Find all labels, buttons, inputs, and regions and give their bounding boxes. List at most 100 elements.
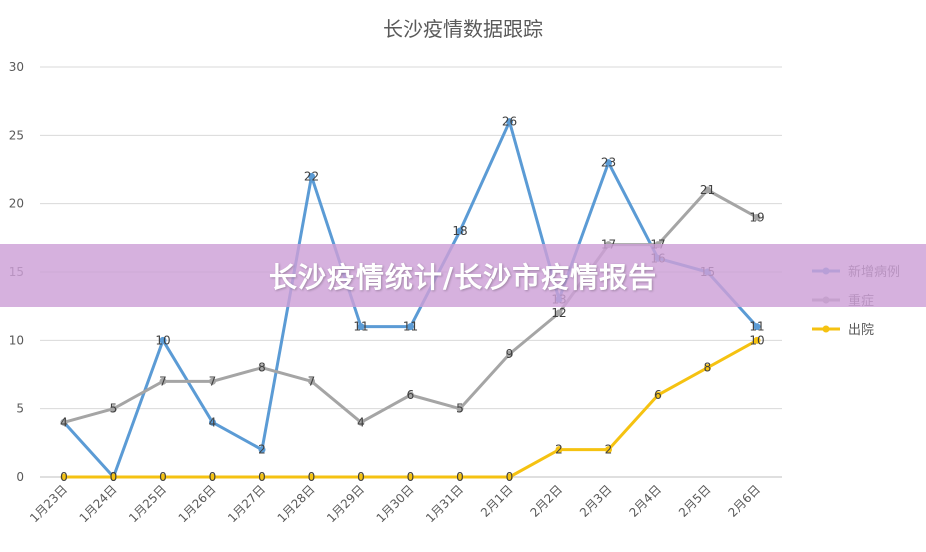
- data-label: 8: [258, 361, 266, 375]
- data-point: [110, 405, 117, 413]
- series-lines: 4010422211111826132316151145778746591217…: [60, 115, 764, 484]
- data-label: 7: [308, 374, 316, 388]
- data-label: 19: [749, 210, 764, 224]
- data-point: [506, 118, 513, 126]
- x-tick-label: 1月23日: [27, 482, 70, 525]
- x-tick-label: 2月4日: [626, 482, 664, 520]
- data-point: [753, 336, 761, 344]
- data-label: 0: [357, 470, 365, 484]
- data-label: 0: [209, 470, 217, 484]
- data-label: 4: [357, 415, 365, 429]
- data-label: 6: [407, 388, 415, 402]
- x-tick-label: 1月29日: [324, 482, 367, 525]
- data-point: [357, 473, 365, 481]
- data-point: [308, 172, 315, 180]
- data-label: 0: [506, 470, 514, 484]
- data-point: [258, 364, 266, 372]
- data-label: 0: [60, 470, 68, 484]
- x-tick-label: 2月5日: [676, 482, 714, 520]
- x-axis-ticks: 1月23日 1月24日 1月25日 1月26日 1月27日 1月28日 1月29日 1月30日…: [27, 482, 763, 525]
- data-label: 8: [704, 361, 712, 375]
- data-label: 6: [654, 388, 662, 402]
- overlay-banner: 长沙疫情统计/长沙市疫情报告: [0, 244, 926, 307]
- x-tick-label: 1月31日: [423, 482, 466, 525]
- data-label: 7: [209, 374, 217, 388]
- x-tick-label: 2月2日: [527, 482, 565, 520]
- data-label: 5: [110, 402, 118, 416]
- data-point: [110, 473, 117, 481]
- data-label: 0: [407, 470, 415, 484]
- y-tick-label: 30: [9, 60, 24, 74]
- data-label: 7: [159, 374, 167, 388]
- data-point: [407, 473, 414, 481]
- data-point: [159, 336, 167, 344]
- data-label: 0: [456, 470, 464, 484]
- data-point: [60, 473, 68, 481]
- data-point: [258, 473, 266, 481]
- data-label: 0: [159, 470, 167, 484]
- data-point: [308, 377, 315, 385]
- data-label: 11: [403, 320, 418, 334]
- banner-text: 长沙疫情统计/长沙市疫情报告: [268, 260, 658, 294]
- data-point: [209, 473, 216, 481]
- y-tick-label: 10: [9, 333, 24, 347]
- data-point: [753, 323, 761, 331]
- data-point: [209, 418, 216, 426]
- data-label: 4: [60, 415, 68, 429]
- data-point: [308, 473, 315, 481]
- data-label: 11: [353, 320, 368, 334]
- data-label: 12: [551, 306, 566, 320]
- x-tick-label: 2月3日: [577, 482, 615, 520]
- data-point: [357, 323, 365, 331]
- x-tick-label: 1月25日: [126, 482, 169, 525]
- data-label: 22: [304, 169, 319, 183]
- data-label: 2: [605, 443, 613, 457]
- data-label: 11: [749, 320, 764, 334]
- x-tick-label: 1月24日: [77, 482, 120, 525]
- data-point: [456, 473, 464, 481]
- data-point: [456, 405, 464, 413]
- data-point: [506, 473, 513, 481]
- data-label: 10: [749, 333, 764, 347]
- y-tick-label: 0: [16, 470, 24, 484]
- data-label: 0: [110, 470, 118, 484]
- legend-label: 出院: [848, 323, 874, 338]
- data-point: [258, 446, 266, 454]
- data-label: 2: [258, 443, 266, 457]
- x-tick-label: 1月30日: [374, 482, 417, 525]
- y-tick-label: 20: [9, 197, 24, 211]
- y-tick-label: 25: [9, 128, 24, 142]
- x-tick-label: 2月6日: [725, 482, 763, 520]
- data-point: [407, 391, 414, 399]
- x-tick-label: 1月28日: [275, 482, 318, 525]
- data-point: [605, 159, 612, 167]
- chart-title: 长沙疫情数据跟踪: [383, 17, 543, 41]
- data-label: 4: [209, 415, 217, 429]
- data-label: 5: [456, 402, 464, 416]
- data-label: 9: [506, 347, 514, 361]
- data-point: [704, 364, 711, 372]
- data-point: [506, 350, 513, 358]
- y-tick-label: 5: [16, 402, 24, 416]
- data-point: [654, 391, 662, 399]
- series-2: 45778746591217172119: [60, 183, 764, 429]
- data-label: 23: [601, 156, 616, 170]
- data-point: [555, 446, 563, 454]
- data-label: 21: [700, 183, 715, 197]
- data-label: 0: [308, 470, 316, 484]
- data-point: [209, 377, 216, 385]
- x-tick-label: 2月1日: [478, 482, 516, 520]
- data-point: [357, 418, 365, 426]
- data-label: 2: [555, 443, 563, 457]
- data-point: [159, 473, 167, 481]
- x-tick-label: 1月27日: [225, 482, 268, 525]
- data-point: [605, 446, 612, 454]
- data-point: [159, 377, 167, 385]
- x-tick-label: 1月26日: [176, 482, 219, 525]
- data-point: [753, 213, 761, 221]
- data-label: 26: [502, 115, 517, 129]
- data-point: [704, 186, 711, 194]
- data-label: 18: [452, 224, 467, 238]
- data-point: [456, 227, 464, 235]
- data-point: [555, 309, 563, 317]
